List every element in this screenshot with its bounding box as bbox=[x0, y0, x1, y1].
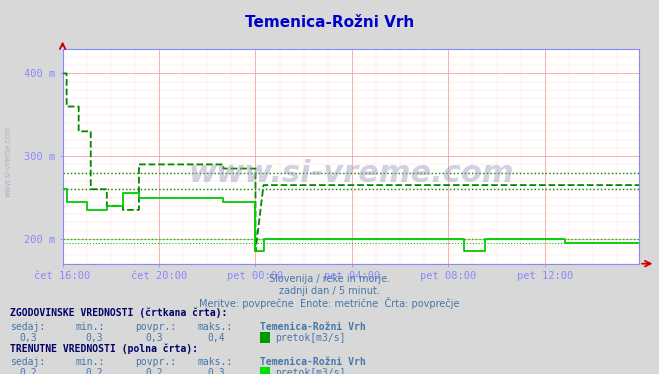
Text: Slovenija / reke in morje.: Slovenija / reke in morje. bbox=[269, 274, 390, 283]
Text: pretok[m3/s]: pretok[m3/s] bbox=[275, 333, 345, 343]
Text: 0,2: 0,2 bbox=[20, 368, 38, 374]
Text: 0,3: 0,3 bbox=[20, 333, 38, 343]
Text: 0,2: 0,2 bbox=[86, 368, 103, 374]
Text: www.si-vreme.com: www.si-vreme.com bbox=[188, 159, 514, 188]
Text: maks.:: maks.: bbox=[198, 322, 233, 332]
Text: TRENUTNE VREDNOSTI (polna črta):: TRENUTNE VREDNOSTI (polna črta): bbox=[10, 344, 198, 354]
Text: sedaj:: sedaj: bbox=[10, 357, 45, 367]
Text: 0,3: 0,3 bbox=[208, 368, 225, 374]
Text: povpr.:: povpr.: bbox=[135, 322, 176, 332]
Text: ZGODOVINSKE VREDNOSTI (črtkana črta):: ZGODOVINSKE VREDNOSTI (črtkana črta): bbox=[10, 307, 227, 318]
Text: www.si-vreme.com: www.si-vreme.com bbox=[4, 125, 13, 197]
Text: 0,4: 0,4 bbox=[208, 333, 225, 343]
Text: Temenica-Rožni Vrh: Temenica-Rožni Vrh bbox=[260, 322, 366, 332]
Text: Temenica-Rožni Vrh: Temenica-Rožni Vrh bbox=[245, 15, 414, 30]
Text: sedaj:: sedaj: bbox=[10, 322, 45, 332]
Text: min.:: min.: bbox=[76, 357, 105, 367]
Text: zadnji dan / 5 minut.: zadnji dan / 5 minut. bbox=[279, 286, 380, 296]
Text: 0,3: 0,3 bbox=[86, 333, 103, 343]
Text: maks.:: maks.: bbox=[198, 357, 233, 367]
Text: min.:: min.: bbox=[76, 322, 105, 332]
Text: Meritve: povprečne  Enote: metrične  Črta: povprečje: Meritve: povprečne Enote: metrične Črta:… bbox=[199, 297, 460, 309]
Text: 0,3: 0,3 bbox=[145, 333, 163, 343]
Text: pretok[m3/s]: pretok[m3/s] bbox=[275, 368, 345, 374]
Text: 0,2: 0,2 bbox=[145, 368, 163, 374]
Text: povpr.:: povpr.: bbox=[135, 357, 176, 367]
Text: Temenica-Rožni Vrh: Temenica-Rožni Vrh bbox=[260, 357, 366, 367]
